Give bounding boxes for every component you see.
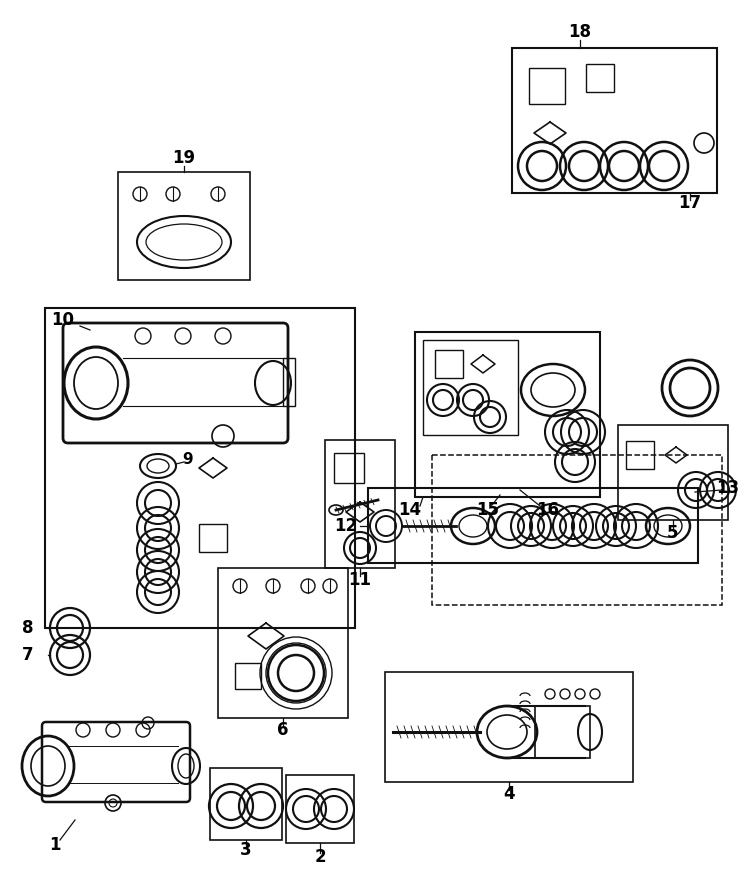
Bar xyxy=(210,768,282,840)
Text: 2: 2 xyxy=(314,848,326,866)
Text: 4: 4 xyxy=(503,785,515,803)
Text: 10: 10 xyxy=(52,311,74,329)
Text: 19: 19 xyxy=(172,149,196,167)
Bar xyxy=(286,775,354,843)
Bar xyxy=(334,453,364,483)
Text: 16: 16 xyxy=(536,501,560,519)
Text: 7: 7 xyxy=(22,646,34,664)
Bar xyxy=(512,48,717,193)
Text: 12: 12 xyxy=(334,517,358,535)
Bar xyxy=(415,332,600,497)
Bar xyxy=(423,340,518,435)
Bar xyxy=(586,64,614,92)
Text: 17: 17 xyxy=(679,194,701,212)
Text: 5: 5 xyxy=(668,524,679,542)
Text: 8: 8 xyxy=(22,619,34,637)
Bar xyxy=(45,308,355,628)
Bar xyxy=(118,172,250,280)
Text: 14: 14 xyxy=(398,501,422,519)
Bar xyxy=(529,68,565,104)
Bar xyxy=(218,568,348,718)
Text: 18: 18 xyxy=(568,23,592,41)
Text: 1: 1 xyxy=(50,836,61,854)
Bar xyxy=(432,455,722,605)
Bar xyxy=(199,524,227,552)
Text: 11: 11 xyxy=(349,571,371,589)
Bar xyxy=(626,441,654,469)
Bar xyxy=(325,440,395,568)
Bar xyxy=(235,663,261,689)
Text: 3: 3 xyxy=(240,841,252,859)
Text: 13: 13 xyxy=(716,479,740,497)
Text: 9: 9 xyxy=(183,453,194,468)
Bar xyxy=(283,358,295,406)
Bar xyxy=(535,706,590,758)
Text: 6: 6 xyxy=(278,721,289,739)
Bar xyxy=(435,350,463,378)
Bar xyxy=(385,672,633,782)
Bar xyxy=(368,488,698,563)
Text: 15: 15 xyxy=(476,501,500,519)
Bar xyxy=(618,425,728,520)
